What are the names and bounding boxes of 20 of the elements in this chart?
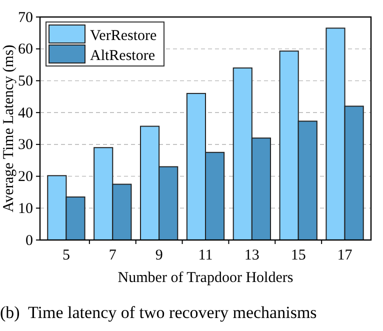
x-tick-label: 7 bbox=[108, 248, 117, 264]
x-tick-label: 17 bbox=[337, 248, 353, 264]
x-tick-label: 11 bbox=[198, 248, 213, 264]
y-tick-label: 10 bbox=[18, 200, 33, 217]
y-tick-label: 30 bbox=[18, 137, 33, 154]
y-tick-label: 70 bbox=[18, 10, 33, 26]
y-tick-label: 60 bbox=[18, 42, 33, 58]
y-tick-label: 0 bbox=[26, 232, 33, 249]
x-tick-label: 5 bbox=[62, 248, 70, 264]
y-tick-label: 40 bbox=[18, 105, 33, 122]
x-tick-label: 9 bbox=[155, 248, 163, 264]
x-axis-title: Number of Trapdoor Holders bbox=[118, 270, 294, 286]
y-axis-title: Average Time Latency (ms) bbox=[1, 44, 17, 212]
x-tick-label: 15 bbox=[290, 248, 306, 264]
text: (b) Time latency of two recovery mechanisms bbox=[0, 303, 317, 322]
legend-label: AltRestore bbox=[90, 48, 156, 64]
y-tick-label: 50 bbox=[18, 74, 33, 90]
y-tick-label: 20 bbox=[18, 169, 33, 186]
x-tick-label: 13 bbox=[244, 248, 260, 264]
legend-label: VerRestore bbox=[90, 28, 157, 44]
